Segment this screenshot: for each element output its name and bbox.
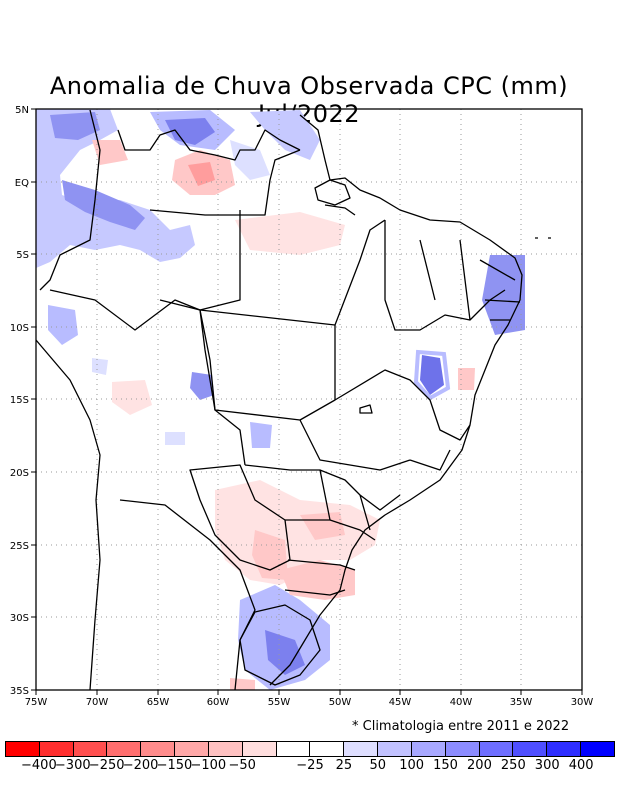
map-title: Anomalia de Chuva Observada CPC (mm) Jul…: [49, 72, 569, 128]
colorbar-label: 250: [500, 758, 526, 773]
positive-anomaly-northwest-core: [50, 112, 100, 140]
colorbar-label: −300: [54, 758, 91, 773]
colorbar-swatch: [175, 742, 209, 756]
negative-anomaly-nw-small: [92, 140, 128, 165]
colorbar-label: −100: [190, 758, 227, 773]
lat-label: 30S: [10, 613, 29, 624]
colorbar-swatch: [344, 742, 379, 756]
colorbar-swatch: [208, 742, 243, 756]
colorbar-swatch: [547, 742, 582, 756]
lon-label: 60W: [207, 697, 230, 708]
colorbar-swatch: [107, 742, 142, 756]
colorbar-swatch: [276, 742, 311, 756]
colorbar-label: 25: [335, 758, 353, 773]
border-venezuela: [117, 129, 301, 161]
lon-label: 50W: [329, 697, 352, 708]
island-marajo: [314, 179, 356, 216]
border-paraguay: [189, 464, 291, 571]
colorbar-label: −50: [228, 758, 256, 773]
colorbar-label: −400: [21, 758, 57, 773]
lat-label: 15S: [10, 395, 29, 406]
negative-anomaly-north-core: [188, 162, 215, 186]
positive-anomaly-northwest-core2: [62, 180, 145, 230]
colorbar-label: −25: [296, 758, 324, 773]
positive-anomaly-south-core: [265, 630, 305, 675]
colorbar-swatch: [411, 742, 446, 756]
colorbar-labels: −400 −300 −250 −200 −150 −100 −50 −25 25 50 100 150…: [0, 758, 618, 778]
states-southeast: [244, 449, 451, 531]
colorbar-label: −150: [156, 758, 193, 773]
states-north: [149, 149, 386, 326]
colorbar-swatch: [6, 742, 40, 756]
lon-label: 45W: [389, 697, 412, 708]
lat-label: EQ: [15, 178, 29, 189]
colorbar-swatch: [513, 742, 548, 756]
anomaly-shading: [36, 109, 525, 690]
small-features: [359, 237, 551, 414]
states-northeast: [384, 220, 521, 331]
colorbar-swatch: [479, 742, 514, 756]
colorbar-label: −250: [88, 758, 125, 773]
colorbar-swatch: [242, 742, 277, 756]
graticule: [36, 109, 582, 690]
climatology-note: * Climatologia entre 2011 e 2022: [352, 719, 570, 734]
lat-label: 10S: [10, 323, 29, 334]
border-colombia-peru: [39, 109, 101, 291]
negative-anomaly-mt: [112, 380, 152, 415]
colorbar-swatch: [39, 742, 74, 756]
colorbar-swatch: [378, 742, 412, 756]
colorbar-swatch: [310, 742, 345, 756]
lon-label: 55W: [268, 697, 291, 708]
colorbar-swatch: [73, 742, 108, 756]
positive-anomaly-north-core: [165, 118, 215, 145]
lon-label: 70W: [86, 697, 109, 708]
lat-label: 20S: [10, 468, 29, 479]
colorbar-swatch: [581, 742, 614, 756]
boundaries: [36, 109, 551, 690]
border-peru-chile: [36, 339, 101, 690]
lon-label: 40W: [450, 697, 473, 708]
colorbar-label: 300: [534, 758, 560, 773]
positive-anomaly-amapa: [250, 110, 320, 160]
lat-label: 35S: [10, 686, 29, 697]
positive-anomaly-roraima: [230, 140, 270, 180]
positive-anomaly-small-1: [165, 432, 185, 445]
positive-anomaly-bahia-ring: [413, 349, 451, 401]
colorbar: [5, 741, 615, 757]
lon-label: 30W: [571, 697, 594, 708]
coastline: [269, 114, 523, 686]
colorbar-swatch: [445, 742, 480, 756]
lon-label: 35W: [510, 697, 533, 708]
positive-anomaly-west-10s: [48, 305, 78, 345]
states-south: [284, 519, 376, 596]
positive-anomaly-small-2: [92, 358, 108, 375]
tick-marks: [31, 108, 583, 695]
colorbar-label: 100: [399, 758, 425, 773]
negative-anomaly-south-tip: [230, 678, 255, 690]
positive-anomaly-ms: [250, 422, 272, 448]
colorbar-label: −200: [122, 758, 159, 773]
border-uruguay: [239, 604, 321, 686]
lat-label: 25S: [10, 541, 29, 552]
border-bolivia: [49, 289, 246, 466]
negative-anomaly-para: [235, 212, 345, 255]
positive-anomaly-bahia: [420, 355, 444, 395]
lat-label: 5S: [16, 250, 29, 261]
colorbar-label: 200: [467, 758, 492, 773]
negative-anomaly-south-core3: [280, 560, 355, 600]
negative-anomaly-south-core1: [300, 512, 345, 540]
states-central: [199, 309, 471, 471]
colorbar-label: 400: [568, 758, 594, 773]
colorbar-swatch: [141, 742, 176, 756]
lat-label: 5N: [15, 105, 29, 116]
lon-label: 75W: [25, 697, 48, 708]
lon-label: 65W: [147, 697, 170, 708]
negative-anomaly-ba-coast: [458, 368, 475, 390]
positive-anomaly-ne-coast: [482, 255, 525, 335]
positive-anomaly-northwest: [36, 109, 195, 268]
colorbar-label: 50: [369, 758, 387, 773]
colorbar-label: 150: [433, 758, 458, 773]
positive-anomaly-rondonia: [190, 372, 214, 400]
